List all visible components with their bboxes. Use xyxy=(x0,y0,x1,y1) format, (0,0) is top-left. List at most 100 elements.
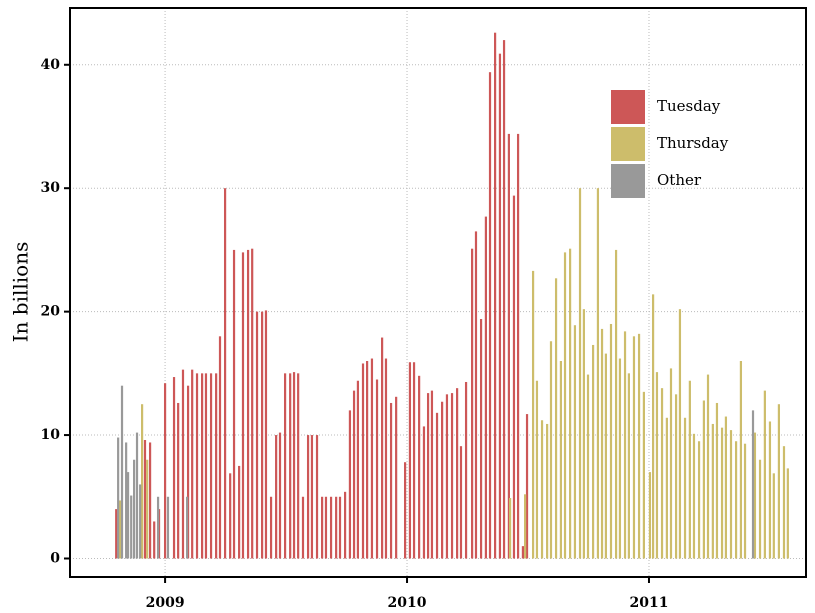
bar xyxy=(143,439,147,559)
bar xyxy=(133,459,136,559)
bar xyxy=(763,390,766,559)
bar xyxy=(563,252,567,559)
bar xyxy=(702,400,705,559)
bar xyxy=(441,401,444,559)
bar xyxy=(507,133,510,559)
bar xyxy=(130,495,133,559)
bar xyxy=(172,377,176,559)
x-tick-label: 2009 xyxy=(146,595,185,611)
bar xyxy=(181,369,185,559)
bar xyxy=(335,496,338,559)
bar xyxy=(578,188,582,559)
bar xyxy=(591,344,595,559)
bar xyxy=(251,248,254,559)
bar xyxy=(450,393,454,559)
bar xyxy=(186,385,190,559)
bar xyxy=(139,484,142,559)
bar xyxy=(269,496,273,559)
bar xyxy=(430,390,434,559)
bar xyxy=(596,188,600,559)
bar xyxy=(498,53,502,559)
bar xyxy=(403,462,407,559)
legend-label: Other xyxy=(657,171,702,189)
bar xyxy=(384,358,388,559)
bar xyxy=(782,446,786,559)
bar xyxy=(600,328,604,559)
bar xyxy=(464,381,468,559)
bar xyxy=(614,249,618,559)
y-axis-label: In billions xyxy=(9,242,33,343)
bar xyxy=(204,373,208,559)
bar xyxy=(706,374,710,559)
bar xyxy=(535,380,539,559)
bar xyxy=(678,309,682,559)
bar xyxy=(186,496,189,559)
bar xyxy=(343,491,347,559)
bar xyxy=(275,435,278,559)
bar xyxy=(306,435,310,559)
bar xyxy=(215,373,218,559)
bar xyxy=(408,362,412,559)
bar xyxy=(223,188,227,559)
bar xyxy=(488,72,492,559)
bar xyxy=(156,496,160,559)
bar xyxy=(627,373,630,559)
bar xyxy=(493,32,497,559)
bar xyxy=(191,369,194,559)
bar xyxy=(459,446,463,559)
bar xyxy=(232,249,236,559)
bar xyxy=(125,442,128,559)
legend-swatch xyxy=(611,127,645,161)
bar xyxy=(370,358,374,559)
bar xyxy=(218,336,222,559)
bar xyxy=(381,337,384,559)
bar xyxy=(115,509,118,559)
bar xyxy=(743,443,747,559)
bar xyxy=(660,388,664,559)
bar xyxy=(786,468,789,559)
bar xyxy=(692,433,696,559)
bar xyxy=(474,231,478,559)
bar xyxy=(559,361,563,559)
bar xyxy=(637,333,641,559)
bar xyxy=(711,423,714,559)
bar xyxy=(554,278,558,559)
y-tick-label: 10 xyxy=(41,427,61,443)
bar xyxy=(412,362,416,559)
bar xyxy=(135,432,139,559)
bar xyxy=(512,195,516,559)
bar xyxy=(521,546,525,559)
bar xyxy=(201,373,204,559)
bar xyxy=(540,420,544,559)
y-tick-label: 30 xyxy=(41,180,61,196)
bar xyxy=(310,435,314,559)
legend-swatch xyxy=(611,164,645,198)
legend-label: Thursday xyxy=(657,134,729,152)
y-tick-label: 40 xyxy=(41,57,61,73)
bar xyxy=(609,323,613,559)
bar xyxy=(418,375,421,559)
bar xyxy=(148,442,152,559)
bar xyxy=(292,372,296,559)
bar xyxy=(338,496,342,559)
bar xyxy=(729,430,733,559)
bar xyxy=(278,432,282,559)
bar xyxy=(549,341,553,559)
bar xyxy=(531,270,535,559)
bar xyxy=(623,331,627,559)
bar xyxy=(632,336,636,559)
bar xyxy=(734,441,738,559)
bar xyxy=(582,309,585,559)
bar xyxy=(229,473,232,559)
y-tick-label: 0 xyxy=(50,550,60,566)
bar xyxy=(720,427,724,559)
bar xyxy=(456,388,459,559)
bar xyxy=(153,521,156,559)
bar xyxy=(715,402,719,559)
bar xyxy=(120,385,124,559)
bar xyxy=(348,410,352,559)
bar xyxy=(618,358,622,559)
bar xyxy=(301,496,305,559)
bar xyxy=(352,390,356,559)
